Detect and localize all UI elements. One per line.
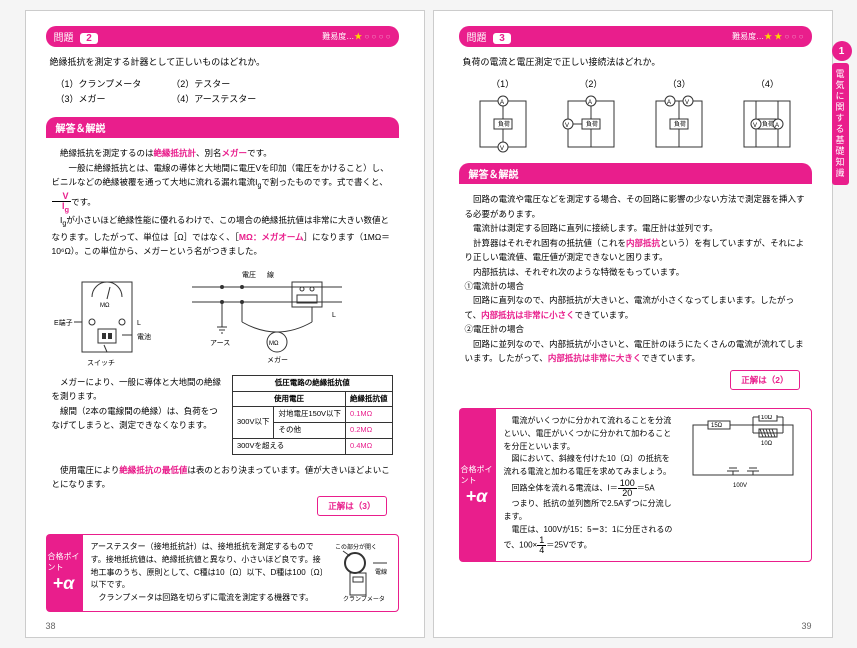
svg-text:V: V	[753, 123, 757, 129]
svg-text:電圧: 電圧	[242, 271, 256, 279]
svg-text:MΩ: MΩ	[269, 341, 279, 347]
svg-text:L: L	[137, 320, 141, 327]
svg-text:E端子: E端子	[54, 318, 73, 327]
chapter-number: 1	[832, 41, 852, 61]
svg-text:MΩ: MΩ	[100, 303, 110, 309]
explanation-header: 解答＆解説	[46, 117, 399, 138]
svg-text:A: A	[775, 123, 779, 129]
svg-text:V: V	[565, 123, 569, 129]
question-number: 2	[80, 33, 98, 44]
question-number: 3	[493, 33, 511, 44]
wiring-diagram: 電圧 線 アース MΩ メガー L	[182, 267, 352, 367]
opt-h-1: （1）	[491, 77, 514, 90]
svg-text:A: A	[500, 100, 504, 106]
opt-h-3: （3）	[668, 77, 691, 90]
answer-badge: 正解は（2）	[730, 370, 799, 390]
svg-text:A: A	[588, 100, 592, 106]
svg-text:負荷: 負荷	[498, 120, 510, 128]
opt-h-2: （2）	[579, 77, 602, 90]
opt-2: （2）テスター	[171, 77, 256, 90]
question-header: 問題 2 難易度…★ ○ ○ ○ ○	[46, 26, 399, 47]
options: （1）クランプメータ （3）メガー （2）テスター （4）アーステスター	[56, 77, 389, 105]
svg-text:V: V	[500, 146, 504, 152]
circuit-3-icon: A V 負荷	[648, 93, 710, 155]
circuit-options: （1） AV負荷 （2） A負荷V （3） AV負荷 （4） 負荷VA	[459, 77, 812, 155]
page-number: 38	[46, 621, 56, 631]
opt-4: （4）アーステスター	[171, 92, 256, 105]
svg-text:10Ω: 10Ω	[761, 441, 773, 447]
question-text: 絶縁抵抗を測定する計器として正しいものはどれか。	[50, 55, 395, 69]
explanation-body: 回路の電流や電圧などを測定する場合、その回路に影響の少ない方法で測定器を挿入する…	[459, 184, 812, 402]
svg-text:15Ω: 15Ω	[711, 423, 723, 429]
page-number: 39	[801, 621, 811, 631]
chapter-tab: 1 電気に関する基礎知識	[832, 41, 850, 185]
page-39: 1 電気に関する基礎知識 問題 3 難易度…★ ★ ○ ○ ○ 負荷の電流と電圧…	[433, 10, 833, 638]
answer-badge: 正解は（3）	[317, 496, 386, 516]
svg-text:スイッチ: スイッチ	[87, 359, 115, 367]
circuit-1-icon: A V 負荷	[472, 93, 534, 155]
megger-diagram: MΩ E端子 スイッチ L 電池	[52, 267, 172, 367]
question-label: 問題 3	[467, 29, 511, 44]
svg-text:負荷: 負荷	[586, 120, 598, 128]
svg-text:アース: アース	[210, 339, 230, 347]
svg-text:メガー: メガー	[267, 355, 288, 364]
svg-text:10Ω: 10Ω	[761, 415, 773, 421]
svg-text:線: 線	[267, 270, 274, 279]
difficulty: 難易度…★ ★ ○ ○ ○	[732, 31, 803, 42]
svg-text:電池: 電池	[137, 332, 151, 341]
difficulty: 難易度…★ ○ ○ ○ ○	[322, 31, 390, 42]
point-box: 合格ポイント+α 電流がいくつかに分かれて流れることを分流といい、電圧がいくつか…	[459, 408, 812, 562]
question-label: 問題 2	[54, 29, 98, 44]
explanation-body: 絶縁抵抗を測定するのは絶縁抵抗計、別名メガーです。 一般に絶縁抵抗とは、電線の導…	[46, 138, 399, 528]
svg-text:100V: 100V	[733, 483, 747, 489]
svg-text:負荷: 負荷	[674, 120, 686, 128]
svg-text:この部分が開く: この部分が開く	[335, 543, 377, 551]
chapter-label: 電気に関する基礎知識	[832, 63, 849, 185]
opt-3: （3）メガー	[56, 92, 142, 105]
svg-text:L: L	[332, 312, 336, 319]
page-38: 問題 2 難易度…★ ○ ○ ○ ○ 絶縁抵抗を測定する計器として正しいものはど…	[25, 10, 425, 638]
question-header: 問題 3 難易度…★ ★ ○ ○ ○	[459, 26, 812, 47]
circuit-2-icon: A 負荷 V	[560, 93, 622, 155]
circuit-4-icon: 負荷 V A	[736, 93, 798, 155]
resistance-table: 低圧電路の絶縁抵抗値 使用電圧絶縁抵抗値 300V以下対地電圧150V以下0.1…	[232, 375, 393, 455]
resistor-circuit-icon: 15Ω 10Ω 10Ω 100V	[683, 415, 803, 495]
point-box: 合格ポイント+α アーステスター（接地抵抗計）は、接地抵抗を測定するものです。接…	[46, 534, 399, 612]
svg-text:V: V	[685, 100, 689, 106]
clamp-meter-icon: この部分が開く 電線 クランプメータ	[335, 541, 390, 603]
megger-diagram-row: MΩ E端子 スイッチ L 電池 電圧 線	[52, 267, 393, 367]
svg-text:負荷: 負荷	[762, 120, 774, 128]
explanation-header: 解答＆解説	[459, 163, 812, 184]
svg-text:A: A	[667, 100, 671, 106]
svg-text:クランプメータ: クランプメータ	[343, 595, 385, 603]
page-spread: 問題 2 難易度…★ ○ ○ ○ ○ 絶縁抵抗を測定する計器として正しいものはど…	[25, 10, 833, 638]
question-text: 負荷の電流と電圧測定で正しい接続法はどれか。	[463, 55, 808, 69]
opt-1: （1）クランプメータ	[56, 77, 142, 90]
svg-text:電線: 電線	[375, 568, 387, 576]
opt-h-4: （4）	[756, 77, 779, 90]
